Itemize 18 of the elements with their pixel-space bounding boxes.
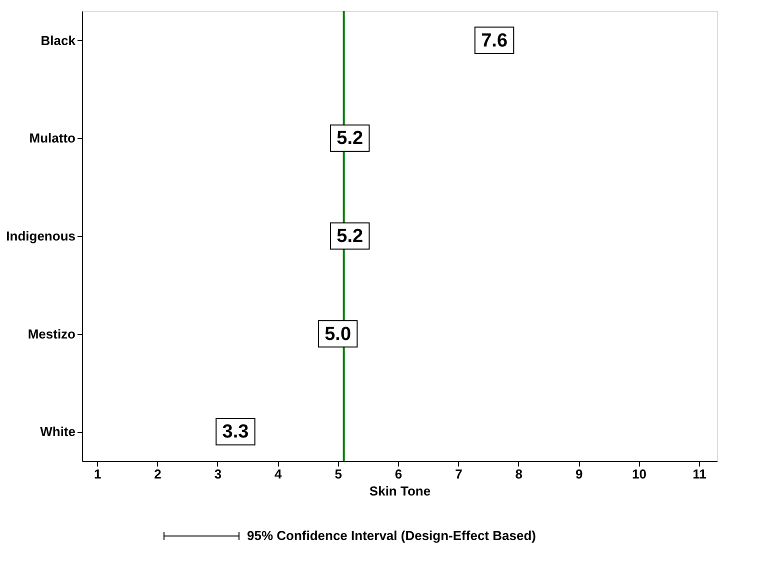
- x-tick-label: 3: [214, 466, 222, 482]
- x-tick-label: 10: [632, 466, 646, 482]
- text: 95% Confidence Interval (Design-Effect Based): [247, 528, 536, 543]
- y-tick-label: Mestizo: [28, 326, 76, 342]
- y-tick-label: Mulatto: [29, 130, 76, 146]
- x-tick-label: 8: [515, 466, 522, 482]
- x-tick-label: 11: [692, 466, 706, 482]
- x-tick-label: 5: [334, 466, 342, 482]
- y-tick-label: White: [40, 424, 76, 440]
- y-tick-label: Black: [40, 32, 76, 48]
- x-tick-label: 9: [575, 466, 583, 482]
- x-tick-label: 2: [154, 466, 162, 482]
- x-tick-label: 6: [394, 466, 402, 482]
- x-tick-label: 7: [455, 466, 462, 482]
- y-tick-label: Indigenous: [6, 228, 76, 244]
- x-tick-label: 1: [94, 466, 102, 482]
- x-axis-title: Skin Tone: [369, 484, 431, 498]
- x-tick-label: 4: [274, 466, 282, 482]
